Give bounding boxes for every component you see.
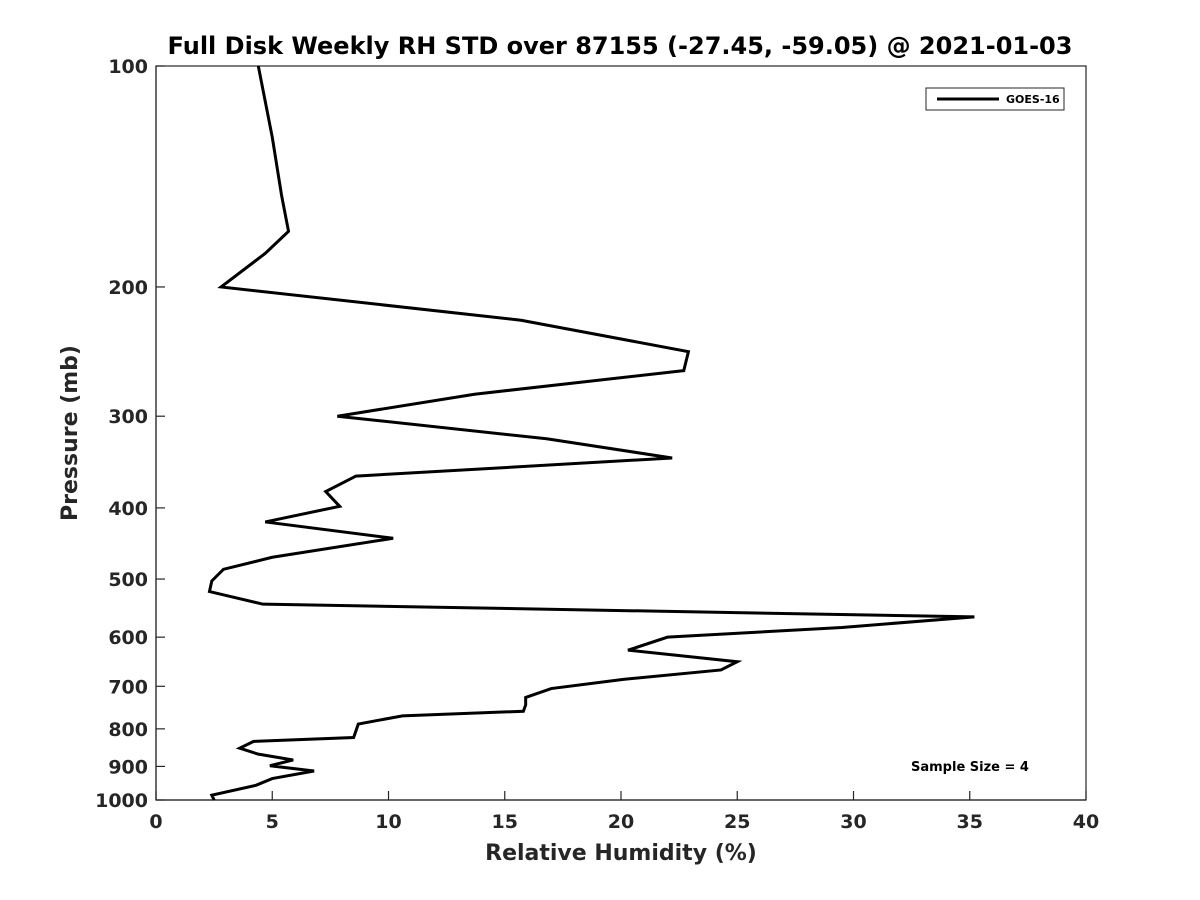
- x-tick-label-25: 25: [724, 811, 750, 833]
- legend: GOES-16: [925, 87, 1065, 111]
- x-tick-label-0: 0: [149, 811, 162, 833]
- y-tick-label-900: 900: [108, 756, 148, 778]
- y-tick-label-700: 700: [108, 676, 148, 698]
- x-tick-label-35: 35: [957, 811, 983, 833]
- x-axis-label: Relative Humidity (%): [485, 841, 757, 866]
- series-group: [207, 65, 975, 801]
- sample-size-annotation: Sample Size = 4: [911, 760, 1029, 775]
- y-tick-label-1000: 1000: [95, 790, 148, 812]
- y-axis-ticks: 100 200 300 400 500 600 700 800 900 1000: [95, 56, 165, 812]
- x-tick-label-10: 10: [375, 811, 401, 833]
- x-tick-label-15: 15: [492, 811, 518, 833]
- chart-title: Full Disk Weekly RH STD over 87155 (-27.…: [168, 32, 1073, 60]
- y-tick-label-100: 100: [108, 56, 148, 78]
- x-tick-label-5: 5: [266, 811, 279, 833]
- legend-entry-goes-16: GOES-16: [1006, 93, 1060, 106]
- y-tick-label-400: 400: [108, 498, 148, 520]
- y-tick-label-600: 600: [108, 627, 148, 649]
- x-axis-ticks: 0 5 10 15 20 25 30 35 40: [149, 791, 1099, 833]
- y-tick-label-300: 300: [108, 406, 148, 428]
- x-tick-label-30: 30: [840, 811, 866, 833]
- y-tick-label-500: 500: [108, 569, 148, 591]
- y-axis-label: Pressure (mb): [58, 345, 83, 521]
- x-tick-label-40: 40: [1073, 811, 1099, 833]
- y-tick-label-200: 200: [108, 277, 148, 299]
- y-tick-label-800: 800: [108, 719, 148, 741]
- series-line-goes-16: [207, 65, 975, 801]
- x-tick-label-20: 20: [608, 811, 634, 833]
